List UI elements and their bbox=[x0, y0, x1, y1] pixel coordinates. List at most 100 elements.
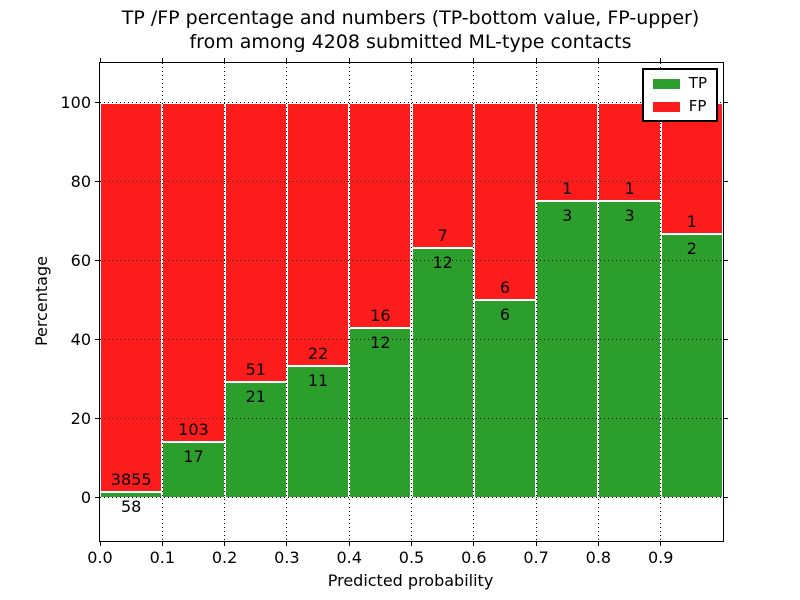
bar-count-label-tp: 12 bbox=[370, 333, 391, 353]
gridline-x-0.2 bbox=[224, 63, 226, 541]
y-tick-left bbox=[95, 181, 99, 182]
x-tick-bottom bbox=[348, 542, 350, 546]
plot-area: TP FP 3855 58 103 17 51 21 22 11 16 12 7 12 6 6 1 3 1 3 1 2 bbox=[99, 62, 724, 542]
legend: TP FP bbox=[641, 68, 718, 122]
x-tick-top bbox=[535, 58, 537, 62]
bar-count-label-fp: 103 bbox=[178, 419, 209, 439]
y-tick-left bbox=[95, 102, 99, 103]
bar-segment-tp bbox=[411, 248, 474, 498]
bar-count-label-fp: 3855 bbox=[110, 469, 152, 489]
bar-count-label-fp: 1 bbox=[562, 179, 573, 199]
y-tick-label: 100 bbox=[60, 92, 91, 112]
bar-count-label-fp: 22 bbox=[307, 343, 329, 363]
x-tick-label: 0.4 bbox=[336, 548, 362, 567]
bar-segment-tp bbox=[598, 201, 661, 498]
x-tick-label: 0.9 bbox=[647, 548, 674, 567]
bar-segment-fp bbox=[536, 102, 599, 202]
x-tick-label: 0.2 bbox=[211, 548, 238, 567]
bar-segment-fp bbox=[473, 102, 537, 301]
y-tick-right bbox=[724, 260, 728, 262]
x-tick-bottom bbox=[224, 542, 226, 546]
bar-segment-fp bbox=[100, 102, 163, 492]
gridline-x-0.9 bbox=[660, 63, 662, 541]
x-tick-top bbox=[473, 58, 475, 62]
bar-segment-fp bbox=[162, 102, 225, 442]
x-tick-top bbox=[224, 58, 226, 62]
x-tick-bottom bbox=[660, 542, 662, 546]
x-tick-top bbox=[348, 58, 350, 62]
x-tick-top bbox=[161, 58, 163, 62]
x-tick-bottom bbox=[597, 542, 599, 546]
y-tick-right bbox=[724, 418, 728, 420]
chart-title: TP /FP percentage and numbers (TP-bottom… bbox=[99, 6, 722, 54]
x-tick-bottom bbox=[286, 542, 288, 546]
y-tick-right bbox=[724, 102, 728, 103]
bar-count-label-fp: 7 bbox=[437, 226, 448, 246]
bar-segment-fp bbox=[660, 102, 723, 235]
bar-count-label-tp: 3 bbox=[562, 206, 573, 226]
bar-count-label-tp: 58 bbox=[120, 496, 142, 516]
legend-label-tp: TP bbox=[688, 74, 707, 92]
gridline-x-0.3 bbox=[286, 63, 288, 541]
gridline-x-0.7 bbox=[535, 63, 537, 541]
gridline-x-0.8 bbox=[597, 63, 599, 541]
x-tick-top bbox=[660, 58, 662, 62]
y-tick-right bbox=[724, 181, 728, 182]
chart-title-line2: from among 4208 submitted ML-type contac… bbox=[189, 31, 632, 53]
bar-count-label-fp: 6 bbox=[499, 278, 511, 298]
legend-item-tp: TP bbox=[652, 74, 707, 92]
gridline-x-0.6 bbox=[473, 63, 475, 541]
chart-title-line1: TP /FP percentage and numbers (TP-bottom… bbox=[121, 7, 700, 29]
x-tick-top bbox=[411, 58, 412, 62]
bar-segment-fp bbox=[411, 102, 474, 249]
bar-segment-tp bbox=[286, 365, 350, 498]
x-tick-top bbox=[597, 58, 599, 62]
legend-label-fp: FP bbox=[688, 97, 707, 115]
x-tick-label: 0.7 bbox=[523, 548, 549, 567]
gridline-x-0.4 bbox=[348, 63, 350, 541]
legend-swatch-tp bbox=[652, 78, 680, 89]
x-tick-bottom bbox=[411, 542, 412, 546]
y-tick-left bbox=[95, 418, 99, 420]
y-tick-right bbox=[724, 339, 728, 341]
x-tick-label: 0.0 bbox=[87, 548, 113, 567]
bar-segment-tp bbox=[660, 234, 723, 498]
bar-count-label-fp: 51 bbox=[245, 360, 266, 380]
x-tick-label: 0.6 bbox=[461, 548, 487, 567]
gridline-x-0.5 bbox=[411, 63, 412, 541]
bar-count-label-fp: 1 bbox=[624, 179, 635, 199]
bar-count-label-tp: 11 bbox=[307, 370, 329, 390]
y-tick-left bbox=[95, 260, 99, 262]
y-axis-label: Percentage bbox=[32, 256, 51, 347]
y-tick-label: 20 bbox=[70, 408, 91, 428]
x-tick-bottom bbox=[535, 542, 537, 546]
bar-count-label-fp: 1 bbox=[686, 212, 697, 232]
bar-segment-tp bbox=[473, 300, 537, 498]
bar-count-label-tp: 17 bbox=[183, 446, 204, 466]
legend-item-fp: FP bbox=[652, 97, 707, 115]
x-tick-top bbox=[99, 58, 101, 62]
bar-segment-fp bbox=[349, 102, 412, 329]
x-axis-label: Predicted probability bbox=[327, 571, 494, 590]
x-tick-label: 0.5 bbox=[398, 548, 425, 567]
x-tick-label: 0.8 bbox=[585, 548, 612, 567]
x-tick-bottom bbox=[161, 542, 163, 546]
bar-count-label-tp: 12 bbox=[432, 253, 453, 273]
x-tick-label: 0.1 bbox=[149, 548, 176, 567]
bar-segment-fp bbox=[224, 102, 287, 383]
x-tick-label: 0.3 bbox=[274, 548, 300, 567]
y-tick-label: 0 bbox=[80, 487, 91, 507]
legend-swatch-fp bbox=[652, 101, 680, 112]
bar-count-label-tp: 21 bbox=[245, 387, 266, 407]
bar-count-label-tp: 6 bbox=[499, 305, 511, 325]
y-tick-right bbox=[724, 497, 728, 499]
x-tick-top bbox=[286, 58, 288, 62]
bar-count-label-fp: 16 bbox=[370, 306, 391, 326]
bar-count-label-tp: 3 bbox=[624, 206, 635, 226]
bar-count-label-tp: 2 bbox=[686, 239, 697, 259]
bar-segment-tp bbox=[224, 382, 287, 498]
y-tick-left bbox=[95, 497, 99, 499]
x-tick-bottom bbox=[473, 542, 475, 546]
gridline-x-0.1 bbox=[161, 63, 163, 541]
